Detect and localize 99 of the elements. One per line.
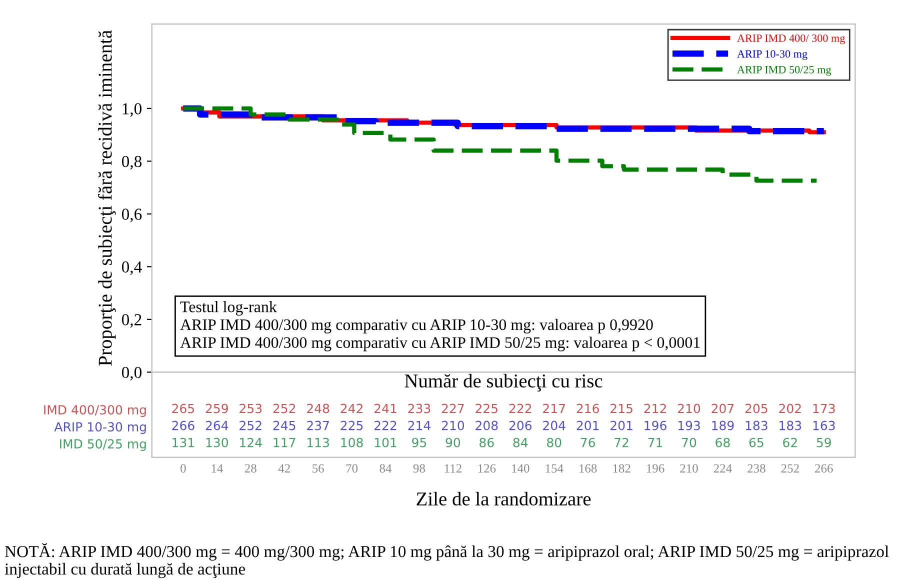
x-tick-label: 98: [413, 464, 425, 473]
data-label: 216: [576, 404, 599, 414]
data-label: 68: [716, 438, 730, 448]
data-label: 65: [749, 438, 764, 448]
data-label: 210: [678, 404, 700, 414]
data-label: 204: [543, 420, 566, 430]
data-label: 237: [307, 420, 329, 430]
x-tick-label: 112: [444, 464, 462, 472]
data-label: 131: [172, 438, 194, 448]
y-tick-label: 0,0: [122, 366, 142, 381]
text: NOTĂ: ARIP IMD 400/300 mg = 400 mg/300 mg; ARIP 10 mg până la 30 mg = aripiprazol oral; ARIP IMD 50/25 mg = aripiprazol injectabil cu durată lungă de acţiune: [4, 542, 889, 578]
data-label: 265: [172, 404, 194, 414]
y-tick-label: ARIP 10-30 mg: [54, 422, 146, 434]
data-label: 173: [813, 404, 835, 414]
data-label: 86: [480, 438, 494, 448]
data-label: 208: [476, 420, 498, 430]
x-tick-label: 210: [680, 464, 698, 473]
data-label: 70: [682, 438, 696, 448]
data-label: 72: [614, 438, 628, 448]
data-label: 202: [779, 404, 801, 414]
y-tick-label: IMD 400/300 mg: [44, 405, 146, 417]
data-label: 259: [206, 404, 228, 414]
data-label: 266: [172, 420, 194, 430]
annotation: ARIP IMD 400/300 mg comparativ cu ARIP IMD 50/25 mg: valoarea p < 0,0001: [180, 336, 700, 352]
data-label: 205: [745, 404, 768, 414]
y-tick-label: 0,4: [122, 261, 142, 276]
data-label: 108: [341, 438, 363, 448]
x-tick-label: 42: [278, 464, 290, 472]
data-label: 71: [648, 438, 662, 448]
x-tick-label: 56: [312, 464, 324, 473]
data-label: 252: [273, 404, 296, 414]
x-tick-label: 252: [781, 464, 799, 473]
data-label: 215: [610, 404, 632, 414]
data-label: 217: [543, 404, 565, 414]
x-tick-label: 196: [646, 464, 664, 473]
data-label: 227: [442, 404, 464, 414]
data-label: 248: [307, 404, 330, 414]
data-label: 264: [206, 420, 228, 430]
data-label: 214: [408, 420, 430, 430]
data-label: 183: [780, 420, 802, 430]
y-tick-label: 0,2: [122, 314, 142, 328]
data-label: 206: [509, 420, 532, 430]
data-label: 201: [576, 420, 599, 430]
y-tick-label: 1,0: [122, 103, 142, 117]
data-label: 253: [240, 404, 262, 414]
x-tick-label: 154: [546, 464, 564, 473]
data-label: 210: [442, 420, 464, 430]
data-label: 117: [274, 438, 296, 448]
data-label: 124: [240, 438, 262, 448]
data-label: 252: [240, 420, 262, 430]
data-label: 222: [374, 420, 396, 430]
data-label: 62: [783, 438, 797, 448]
x-tick-label: 238: [748, 464, 766, 473]
y-tick-label: IMD 50/25 mg: [60, 439, 146, 452]
data-label: 233: [408, 404, 430, 414]
annotation: ARIP IMD 400/300 mg comparativ cu ARIP 10-30 mg: valoarea p 0,9920: [180, 318, 653, 334]
data-label: 242: [340, 404, 362, 414]
x-axis-title: Zile de la randomizare: [416, 492, 591, 506]
data-label: 101: [374, 438, 396, 448]
data-label: 113: [308, 438, 329, 448]
data-label: 207: [712, 404, 734, 414]
x-tick-label: 140: [512, 464, 530, 473]
data-label: 196: [644, 420, 666, 430]
data-label: 189: [712, 420, 734, 430]
x-tick-label: 266: [815, 464, 833, 473]
data-label: 130: [206, 438, 228, 448]
text: ARIP IMD 400/ 300 mg: [737, 34, 845, 44]
data-label: 212: [644, 404, 666, 414]
data-label: 95: [412, 438, 426, 448]
x-tick-label: 224: [714, 464, 732, 472]
x-tick-label: 84: [380, 464, 392, 473]
y-axis-title: Proporţie de subiecţi fără recidivă iminentă: [98, 30, 116, 366]
chart-title: Număr de subiecţi cu risc: [404, 374, 602, 392]
data-label: 222: [509, 404, 532, 414]
data-label: 183: [746, 420, 768, 430]
x-tick-label: 70: [346, 464, 358, 473]
annotation: Testul log-rank: [180, 301, 277, 316]
data-label: 193: [678, 420, 700, 430]
y-tick-label: 0,6: [122, 208, 142, 222]
x-tick-label: 168: [580, 464, 597, 473]
data-label: 241: [374, 404, 396, 414]
data-label: 225: [476, 404, 498, 414]
data-label: 225: [340, 420, 363, 430]
data-label: 201: [610, 420, 632, 430]
x-tick-label: 28: [244, 464, 256, 473]
data-label: 245: [273, 420, 296, 430]
x-tick-label: 126: [478, 464, 496, 473]
text: ARIP 10-30 mg: [737, 50, 808, 60]
x-tick-label: 0: [180, 464, 186, 473]
x-tick-label: 14: [212, 464, 223, 472]
text: ARIP IMD 50/25 mg: [737, 66, 832, 76]
data-label: 84: [513, 438, 528, 448]
data-label: 80: [547, 438, 562, 448]
y-tick-label: 0,8: [122, 156, 142, 170]
data-label: 59: [816, 438, 831, 448]
data-label: 90: [446, 438, 460, 448]
data-label: 76: [580, 438, 595, 448]
data-label: 163: [813, 420, 835, 430]
x-tick-label: 182: [613, 464, 630, 473]
